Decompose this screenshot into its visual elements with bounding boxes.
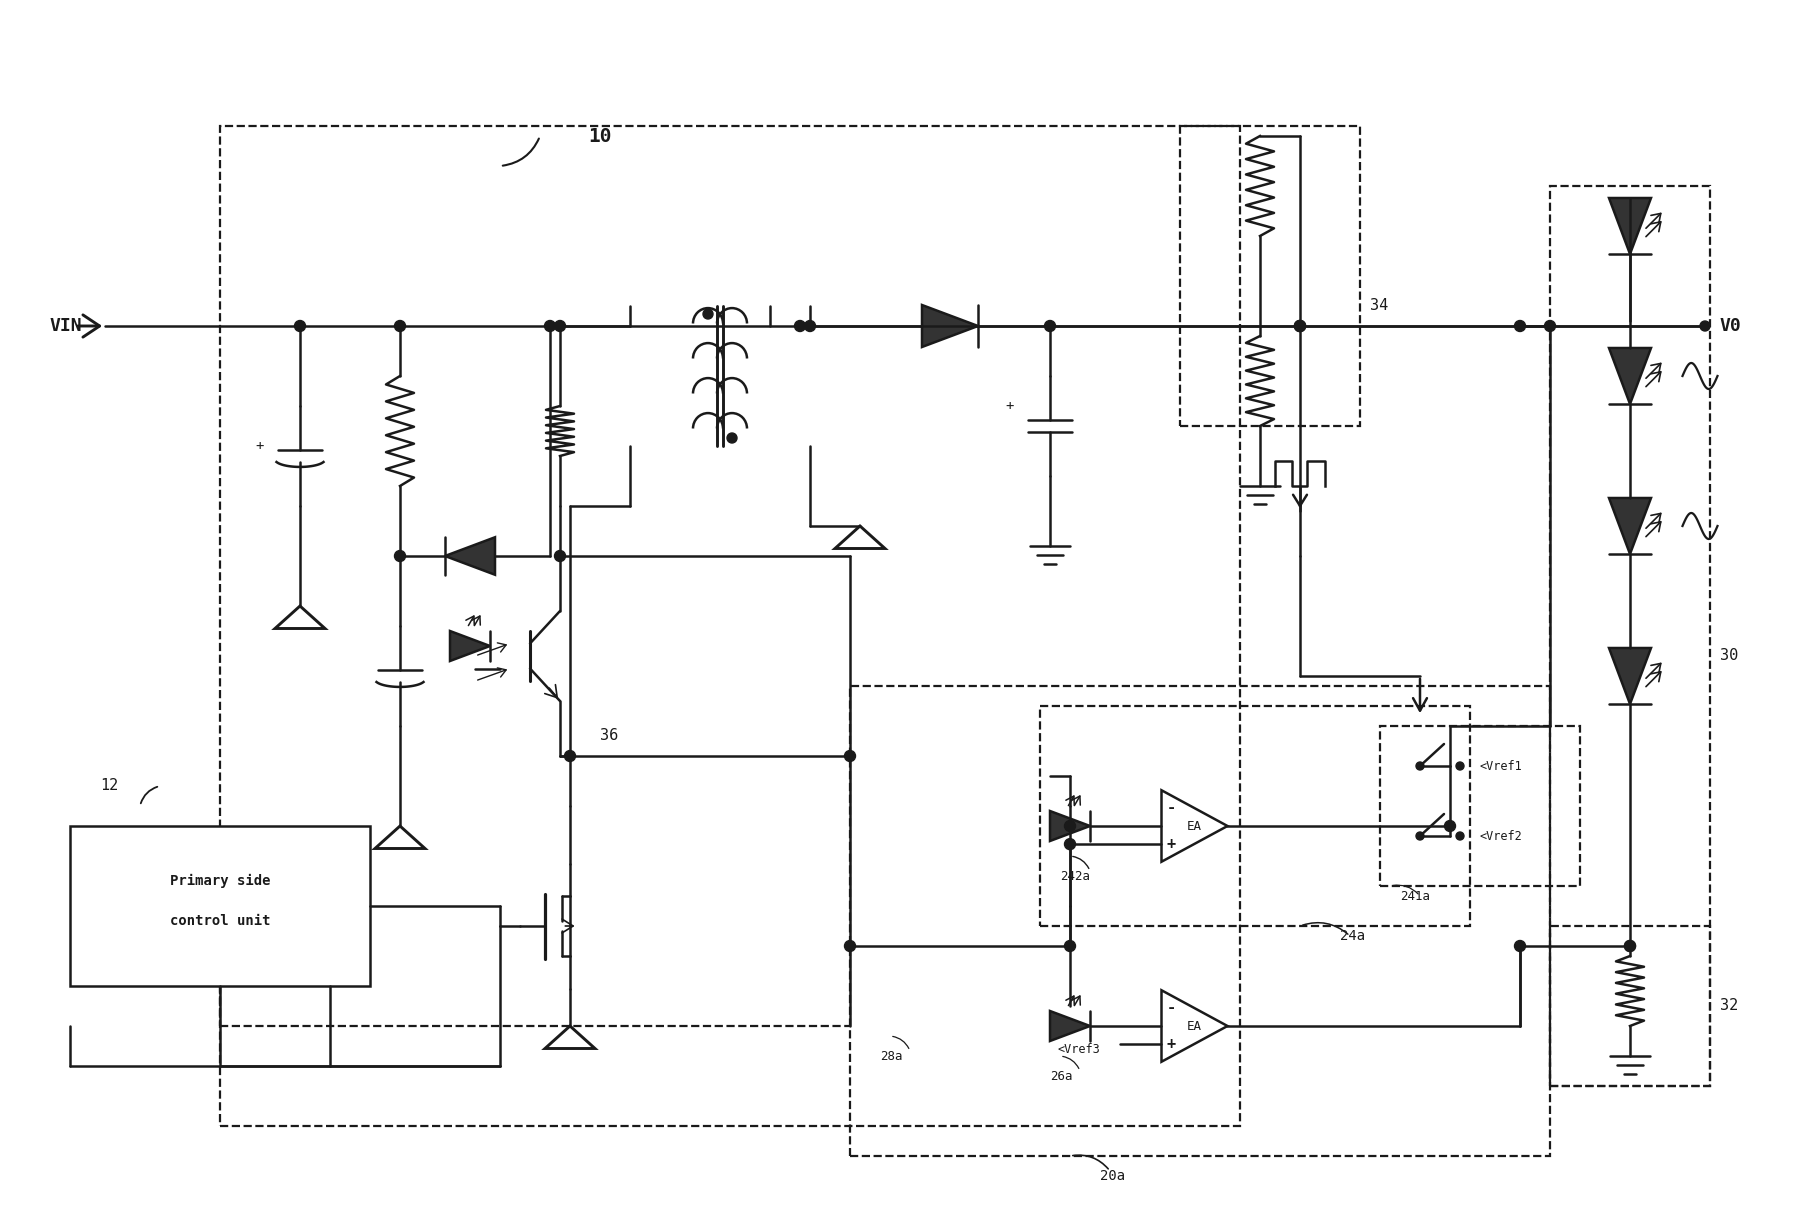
Text: 241a: 241a	[1400, 890, 1431, 902]
Circle shape	[1294, 321, 1305, 332]
Text: Primary side: Primary side	[169, 874, 271, 888]
Bar	[1551, 186, 1711, 1085]
Circle shape	[1416, 832, 1423, 841]
Text: <Vref1: <Vref1	[1480, 760, 1523, 773]
Text: 20a: 20a	[1100, 1169, 1125, 1183]
Circle shape	[704, 309, 713, 320]
Polygon shape	[451, 631, 491, 661]
Circle shape	[1065, 941, 1076, 952]
Text: 12: 12	[100, 779, 118, 794]
Text: <Vref3: <Vref3	[1058, 1043, 1100, 1055]
Circle shape	[395, 550, 405, 562]
Text: VIN: VIN	[51, 317, 82, 335]
Text: 28a: 28a	[880, 1049, 902, 1062]
Circle shape	[794, 321, 805, 332]
Circle shape	[845, 941, 856, 952]
Polygon shape	[1051, 1011, 1091, 1041]
Circle shape	[727, 433, 736, 443]
Circle shape	[1456, 832, 1463, 841]
Text: -: -	[1167, 1000, 1176, 1015]
Circle shape	[805, 321, 816, 332]
Circle shape	[1294, 321, 1305, 332]
Text: control unit: control unit	[169, 914, 271, 927]
Text: V0: V0	[1720, 317, 1742, 335]
Circle shape	[565, 750, 576, 761]
Circle shape	[1294, 321, 1305, 332]
Polygon shape	[445, 537, 494, 575]
Circle shape	[1416, 762, 1423, 769]
Text: EA: EA	[1187, 1019, 1202, 1032]
Text: <Vref2: <Vref2	[1480, 830, 1523, 843]
Circle shape	[1625, 941, 1636, 952]
Text: +: +	[1005, 399, 1014, 412]
Bar	[1551, 926, 1711, 1085]
Text: EA: EA	[1187, 820, 1202, 832]
Polygon shape	[922, 305, 978, 347]
Circle shape	[1625, 941, 1636, 952]
Text: +: +	[1167, 837, 1176, 851]
Text: 24a: 24a	[1340, 929, 1365, 943]
Polygon shape	[1609, 198, 1651, 254]
Polygon shape	[1609, 349, 1651, 404]
Bar	[1380, 726, 1580, 886]
Polygon shape	[1609, 498, 1651, 554]
Circle shape	[1065, 838, 1076, 850]
Circle shape	[845, 750, 856, 761]
Polygon shape	[1051, 810, 1091, 841]
Bar	[220, 125, 1240, 1126]
Text: 36: 36	[600, 728, 618, 744]
Text: 34: 34	[1371, 299, 1389, 314]
Circle shape	[1514, 321, 1525, 332]
Text: 242a: 242a	[1060, 870, 1091, 883]
Text: 32: 32	[1720, 999, 1738, 1013]
Circle shape	[1456, 762, 1463, 769]
Circle shape	[1445, 820, 1456, 831]
Circle shape	[1045, 321, 1056, 332]
Circle shape	[395, 321, 405, 332]
Circle shape	[545, 321, 556, 332]
Bar	[71, 826, 371, 987]
Circle shape	[1065, 820, 1076, 831]
Circle shape	[1514, 941, 1525, 952]
Text: 10: 10	[589, 127, 611, 146]
Circle shape	[554, 550, 565, 562]
Bar	[1180, 125, 1360, 426]
Circle shape	[1545, 321, 1556, 332]
Text: -: -	[1167, 801, 1176, 815]
Text: +: +	[256, 439, 264, 453]
Text: +: +	[1167, 1037, 1176, 1052]
Circle shape	[554, 321, 565, 332]
Polygon shape	[1609, 648, 1651, 704]
Bar	[851, 686, 1551, 1157]
Circle shape	[295, 321, 305, 332]
Bar	[1040, 706, 1471, 926]
Circle shape	[1700, 321, 1711, 330]
Text: 30: 30	[1720, 649, 1738, 663]
Text: 26a: 26a	[1051, 1070, 1073, 1083]
